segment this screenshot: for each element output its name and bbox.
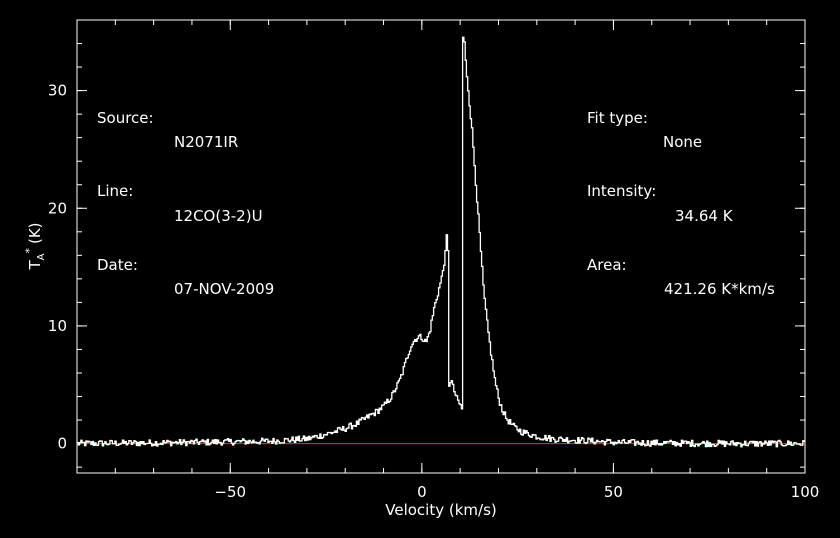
y-axis-label-t: T: [26, 260, 44, 271]
svg-text:TA*(K): TA* (K): [23, 222, 47, 270]
x-tick-label: 0: [417, 483, 427, 501]
line-value: 12CO(3-2)U: [174, 206, 263, 225]
y-axis-label: TA* (K): [23, 222, 47, 270]
y-axis-label-sub: A: [36, 253, 47, 260]
x-tick-label: 50: [604, 483, 623, 501]
y-tick-labels: 0 10 20 30: [48, 82, 67, 453]
y-axis-label-sup: *: [23, 248, 36, 254]
source-label: Source:: [97, 108, 154, 127]
fit-type-label: Fit type:: [587, 108, 648, 127]
date-value: 07-NOV-2009: [174, 280, 275, 298]
intensity-row: Intensity: 34.64 K: [587, 155, 827, 225]
intensity-label: Intensity:: [587, 182, 657, 200]
intensity-value: 34.64 K: [675, 206, 733, 225]
y-tick-label: 30: [48, 82, 67, 100]
major-ticks: [77, 20, 806, 473]
spectrum-series-line: [77, 36, 805, 448]
date-row: Date: 07-NOV-2009: [97, 228, 357, 299]
area-row: Area: 421.26 K*km/s: [587, 228, 827, 299]
y-tick-label: 20: [48, 199, 67, 217]
header-left-info: Source: N2071IR Line: 12CO(3-2)U Date: 0…: [97, 32, 357, 299]
date-label: Date:: [97, 255, 138, 274]
fit-type-value: None: [663, 133, 703, 151]
area-value: 421.26 K*km/s: [664, 280, 775, 298]
source-row: Source: N2071IR: [97, 81, 357, 152]
source-value: N2071IR: [174, 133, 239, 151]
line-row: Line: 12CO(3-2)U: [97, 155, 357, 225]
x-tick-label: 100: [791, 483, 820, 501]
line-label: Line:: [97, 182, 134, 200]
area-label: Area:: [587, 255, 627, 274]
x-tick-labels: −50 0 50 100: [214, 483, 819, 501]
x-axis-label: Velocity (km/s): [385, 501, 496, 519]
x-tick-label: −50: [214, 483, 246, 501]
header-right-info: Fit type: None Intensity: 34.64 K Area: …: [587, 32, 827, 299]
y-tick-label: 0: [57, 435, 67, 453]
plot-frame: [76, 19, 806, 474]
fit-type-row: Fit type: None: [587, 81, 827, 152]
y-axis-label-unit: (K): [26, 222, 44, 244]
y-tick-label: 10: [48, 317, 67, 335]
